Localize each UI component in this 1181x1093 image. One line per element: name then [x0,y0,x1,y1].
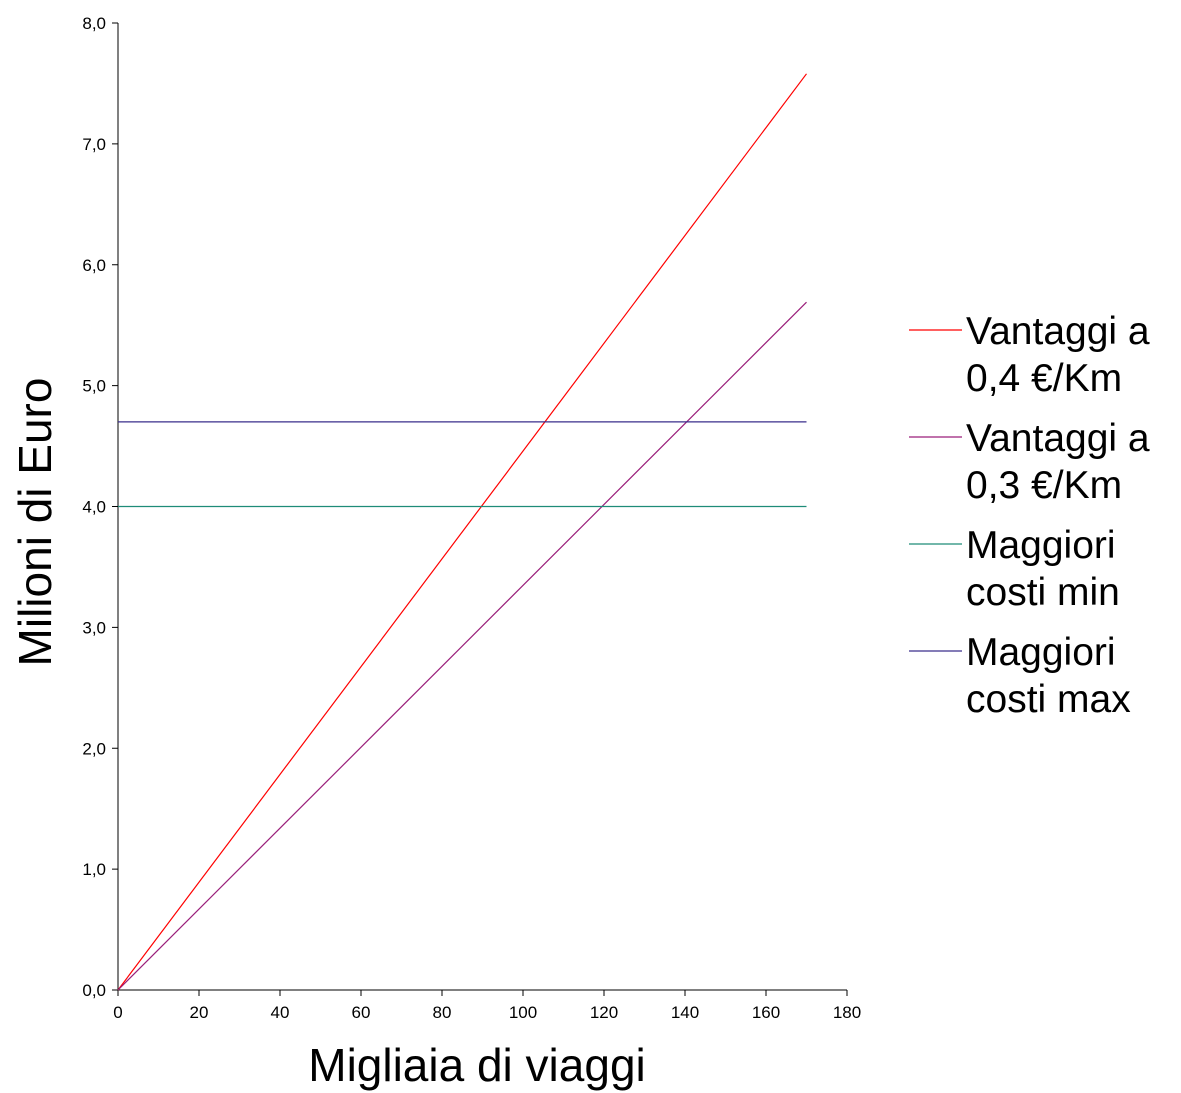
y-tick-label: 8,0 [82,14,106,33]
x-tick-label: 140 [671,1003,699,1022]
series-line-1 [117,73,807,991]
series-line-2 [117,301,807,991]
x-tick-label: 180 [833,1003,861,1022]
legend-label: 0,3 €/Km [966,464,1122,507]
x-tick-label: 100 [509,1003,537,1022]
y-tick-label: 1,0 [82,860,106,879]
legend-label: costi max [966,678,1131,721]
x-tick-label: 120 [590,1003,618,1022]
y-tick-label: 6,0 [82,256,106,275]
y-tick-label: 4,0 [82,498,106,517]
legend-label: Vantaggi a [966,310,1150,353]
x-axis-title: Migliaia di viaggi [308,1039,646,1091]
x-tick-label: 160 [752,1003,780,1022]
legend-label: Maggiori [966,631,1116,674]
y-axis-title: Milioni di Euro [9,378,61,667]
y-tick-label: 7,0 [82,135,106,154]
x-tick-label: 60 [352,1003,371,1022]
legend-label: Maggiori [966,524,1116,567]
y-tick-label: 5,0 [82,377,106,396]
y-tick-label: 3,0 [82,618,106,637]
legend-item-1: Vantaggi a0,4 €/Km [909,310,1150,400]
legend-label: costi min [966,571,1120,614]
x-tick-label: 80 [433,1003,452,1022]
x-tick-label: 0 [113,1003,122,1022]
legend-item-2: Vantaggi a0,3 €/Km [909,417,1150,507]
plot-area [117,73,807,991]
axes: 0 20 40 60 80 100 120 140 160 180 0,0 1,0 2,0 3,0 4,0 5… [82,14,861,1022]
legend-label: Vantaggi a [966,417,1150,460]
legend-label: 0,4 €/Km [966,357,1122,400]
y-tick-label: 0,0 [82,981,106,1000]
y-tick-label: 2,0 [82,739,106,758]
x-tick-label: 40 [271,1003,290,1022]
x-tick-label: 20 [190,1003,209,1022]
